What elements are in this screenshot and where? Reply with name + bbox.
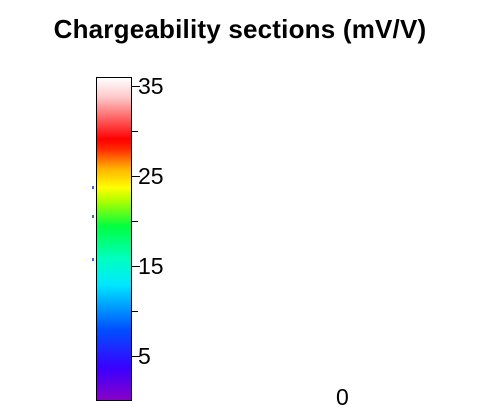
colorbar-tick-label: 25 — [138, 163, 164, 189]
colorbar-major-tick — [132, 176, 140, 177]
colorbar-major-tick — [132, 356, 140, 357]
colorbar — [96, 77, 132, 401]
data-speck — [92, 186, 94, 189]
colorbar-major-tick — [132, 86, 140, 87]
colorbar-minor-tick — [132, 311, 138, 312]
data-speck — [92, 258, 94, 261]
colorbar-tick-label: 5 — [138, 343, 151, 369]
colorbar-tick-label: 35 — [138, 73, 164, 99]
chart-title: Chargeability sections (mV/V) — [53, 14, 427, 44]
section-label-zero: 0 — [336, 384, 349, 410]
data-speck — [92, 215, 94, 218]
colorbar-minor-tick — [132, 221, 138, 222]
colorbar-tick-label: 15 — [138, 253, 164, 279]
colorbar-minor-tick — [132, 131, 138, 132]
colorbar-major-tick — [132, 266, 140, 267]
